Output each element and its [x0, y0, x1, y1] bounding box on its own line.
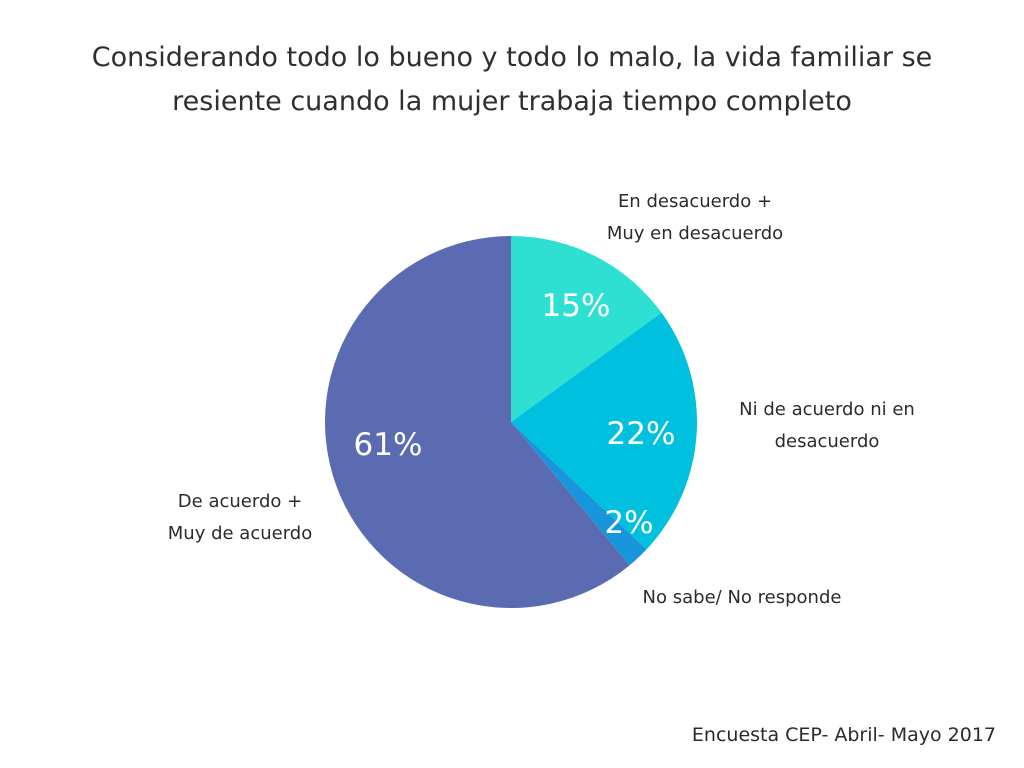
slice-label-no-sabe-line-1: No sabe/ No responde [642, 587, 842, 608]
value-label-en-desacuerdo: 15% [542, 288, 611, 324]
value-label-ni-de-acuerdo: 22% [607, 416, 676, 452]
value-label-no-sabe: 2% [604, 505, 653, 541]
slice-label-ni-de-acuerdo-line-2: desacuerdo [774, 431, 880, 452]
chart-title-line-2: resiente cuando la mujer trabaja tiempo … [172, 86, 852, 117]
pie-slice-en-desacuerdo [511, 236, 662, 422]
source-note: Encuesta CEP- Abril- Mayo 2017 [691, 724, 996, 746]
value-label-de-acuerdo: 61% [354, 427, 423, 463]
pie-slice-ni-de-acuerdo [511, 312, 698, 550]
pie-slice-no-sabe [511, 422, 647, 566]
slice-label-ni-de-acuerdo-line-1: Ni de acuerdo ni en [739, 399, 915, 420]
chart-title-line-1: Considerando todo lo bueno y todo lo mal… [91, 42, 933, 73]
slice-label-en-desacuerdo-line-1: En desacuerdo + [617, 191, 773, 212]
slice-label-en-desacuerdo-line-2: Muy en desacuerdo [606, 223, 784, 244]
slice-label-ni-de-acuerdo: Ni de acuerdo ni en desacuerdo [712, 394, 942, 458]
pie-slice-de-acuerdo [325, 236, 630, 609]
slice-label-no-sabe: No sabe/ No responde [612, 582, 872, 614]
slice-label-de-acuerdo: De acuerdo + Muy de acuerdo [140, 486, 340, 550]
slice-label-en-desacuerdo: En desacuerdo + Muy en desacuerdo [580, 186, 810, 250]
slice-label-de-acuerdo-line-2: Muy de acuerdo [167, 523, 313, 544]
slice-label-de-acuerdo-line-1: De acuerdo + [177, 491, 303, 512]
